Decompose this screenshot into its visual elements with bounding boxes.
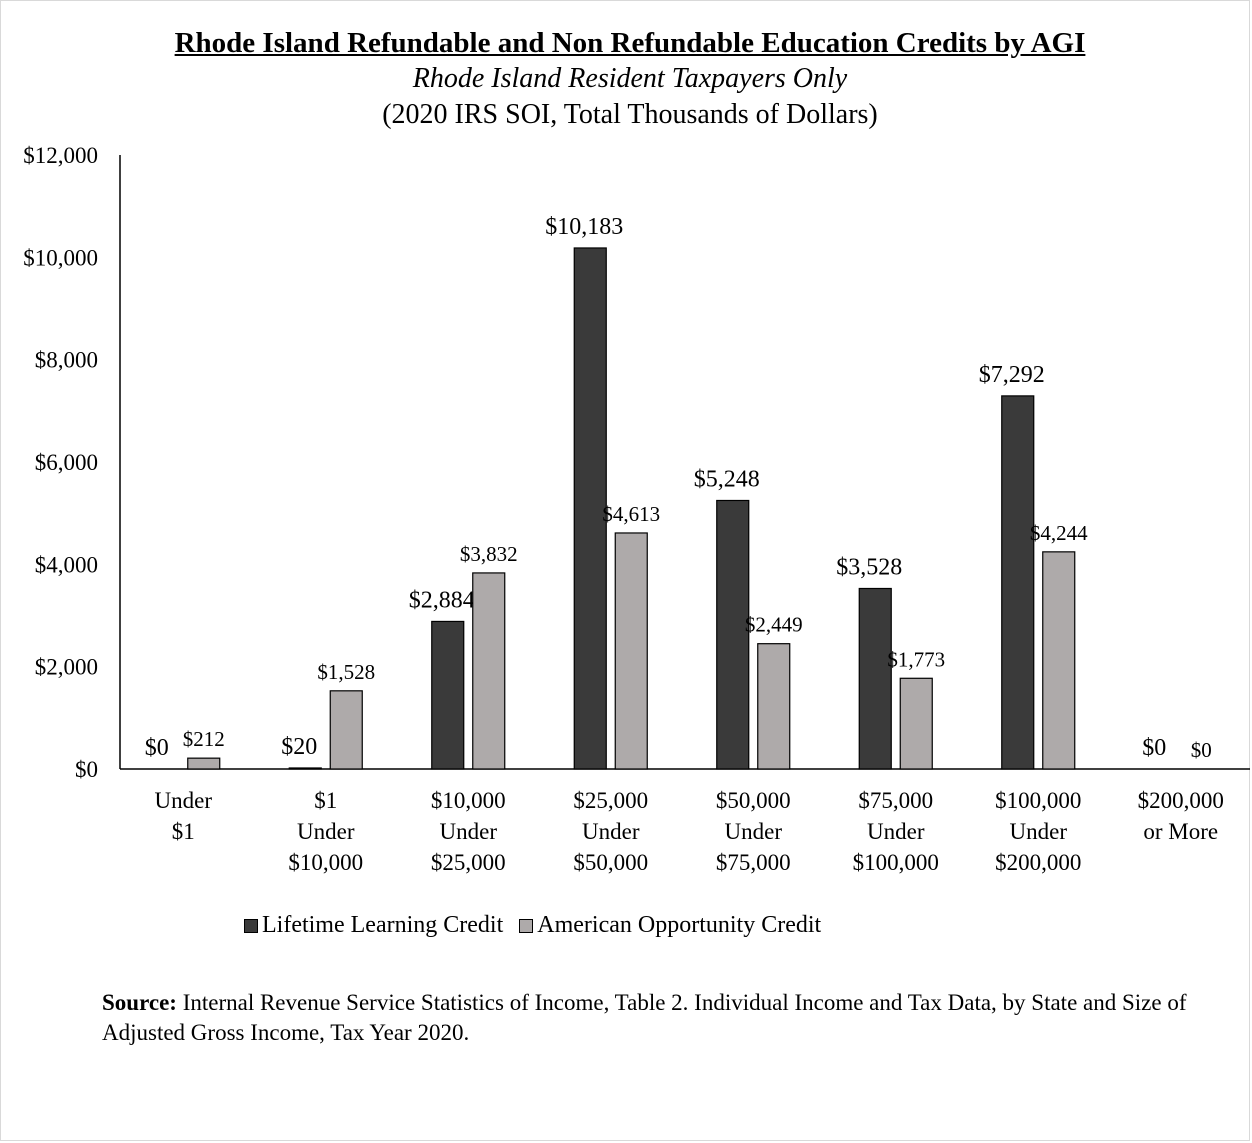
chart-subtitle-units: (2020 IRS SOI, Total Thousands of Dollar… [382,99,878,130]
legend-swatch-lifetime [244,918,258,933]
bar-lifetime [1001,395,1035,770]
x-tick-label: $25,000 [573,788,648,813]
y-tick-label: $0 [75,757,98,782]
legend-label-american: American Opportunity Credit [537,912,822,938]
bar-lifetime [716,499,750,770]
x-tick-label: $1 [314,788,337,813]
x-tick-label: $100,000 [853,850,939,875]
y-tick-label: $2,000 [35,655,98,680]
x-tick-label: $10,000 [288,850,363,875]
bar-american [899,677,933,770]
data-label-lifetime: $20 [281,734,317,760]
title-block: Rhode Island Refundable and Non Refundab… [130,26,1130,133]
data-label-lifetime: $2,884 [409,587,475,613]
data-label-american: $0 [1191,738,1212,762]
x-tick-label: $200,000 [995,850,1081,875]
x-tick-label: $10,000 [431,788,506,813]
chart-subtitle: Rhode Island Resident Taxpayers Only [412,63,848,94]
bar-chart: $0 $2,000 $4,000 $6,000 $8,000 $10,000 $12,000… [23,143,1250,875]
x-tick-label: Under [155,788,213,813]
data-label-lifetime: $10,183 [545,214,623,240]
x-tick-label: $100,000 [995,788,1081,813]
bar-american [614,532,648,770]
bar-lifetime [573,247,607,770]
legend-item-lifetime: Lifetime Learning Credit [244,912,503,939]
x-tick-label: $1 [172,819,195,844]
legend: Lifetime Learning Credit American Opport… [244,912,837,939]
x-tick-label: $50,000 [716,788,791,813]
bar-lifetime [431,620,465,770]
x-tick-label: Under [725,819,783,844]
data-label-american: $2,449 [745,613,803,637]
bar-lifetime [858,587,892,770]
data-label-american: $4,613 [602,502,660,526]
source-label: Source: [102,990,177,1015]
x-tick-label: Under [297,819,355,844]
legend-item-american: American Opportunity Credit [519,912,821,939]
x-tick-label: $75,000 [716,850,791,875]
x-tick-label: Under [1010,819,1068,844]
x-tick-label: Under [867,819,925,844]
x-tick-label: $50,000 [573,850,648,875]
data-label-american: $4,244 [1030,521,1088,545]
bar-american [187,757,221,770]
x-tick-label: $200,000 [1138,788,1224,813]
legend-swatch-american [519,918,534,933]
data-label-american: $3,832 [460,542,518,566]
y-tick-label: $8,000 [35,348,98,373]
data-label-american: $212 [183,727,225,751]
data-label-lifetime: $0 [145,735,169,761]
data-label-lifetime: $7,292 [979,362,1045,388]
x-tick-label: or More [1143,819,1218,844]
bar-lifetime [288,767,322,770]
bar-american [472,572,506,770]
y-tick-label: $12,000 [23,143,98,168]
data-label-lifetime: $3,528 [836,554,902,580]
legend-label-lifetime: Lifetime Learning Credit [262,912,504,938]
y-tick-label: $10,000 [23,245,98,270]
x-tick-label: $25,000 [431,850,506,875]
data-label-american: $1,773 [887,647,945,671]
data-label-lifetime: $0 [1142,735,1166,761]
y-tick-label: $4,000 [35,552,98,577]
x-tick-label: Under [582,819,640,844]
source-text: Internal Revenue Service Statistics of I… [102,990,1187,1045]
bar-american [329,690,363,770]
y-tick-label: $6,000 [35,450,98,475]
source-note: Source: Internal Revenue Service Statist… [102,988,1202,1048]
bar-american [757,643,791,770]
data-label-lifetime: $5,248 [694,466,760,492]
bar-american [1042,551,1076,770]
x-tick-label: $75,000 [858,788,933,813]
data-label-american: $1,528 [317,660,375,684]
x-tick-label: Under [440,819,498,844]
chart-title: Rhode Island Refundable and Non Refundab… [174,27,1086,59]
